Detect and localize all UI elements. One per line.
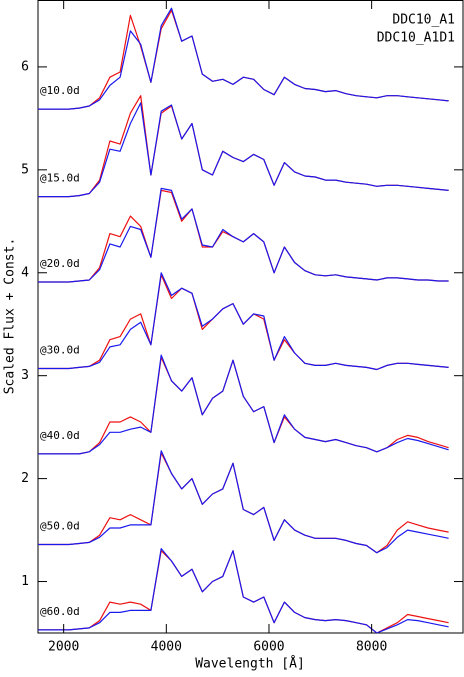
x-axis-label: Wavelength [Å] <box>195 656 305 672</box>
y-tick-label: 4 <box>21 265 29 280</box>
x-tick-label: 2000 <box>48 640 79 655</box>
y-tick-label: 3 <box>21 368 29 383</box>
epoch-label: @15.0d <box>40 172 80 185</box>
x-tick-label: 6000 <box>253 640 284 655</box>
y-tick-label: 2 <box>21 471 29 486</box>
x-tick-label: 8000 <box>356 640 387 655</box>
x-tick-label: 4000 <box>151 640 182 655</box>
plot-frame <box>37 0 464 634</box>
epoch-label: @20.0d <box>40 257 80 270</box>
plot-area <box>38 7 449 633</box>
spectrum-line <box>38 7 449 110</box>
spectrum-line <box>38 354 449 455</box>
legend-entry: DDC10_A1 <box>392 13 455 28</box>
y-tick-label: 1 <box>21 574 29 589</box>
epoch-label: @10.0d <box>40 84 80 97</box>
epoch-label: @60.0d <box>40 605 80 618</box>
spectrum-line <box>38 550 449 633</box>
spectrum-line <box>38 9 449 110</box>
epoch-label: @30.0d <box>40 343 80 356</box>
legend-entry: DDC10_A1D1 <box>377 31 455 46</box>
spectrum-line <box>38 272 449 371</box>
y-tick-label: 6 <box>21 59 29 74</box>
spectrum-line <box>38 450 449 554</box>
y-tick-label: 5 <box>21 162 29 177</box>
spectrum-line <box>38 274 449 371</box>
y-axis-label: Scaled Flux + Const. <box>3 238 18 395</box>
spectrum-line <box>38 356 449 455</box>
epoch-label: @40.0d <box>40 429 80 442</box>
spectrum-line <box>38 187 449 283</box>
epoch-label: @50.0d <box>40 519 80 532</box>
spectrum-line <box>38 548 449 633</box>
spectrum-line <box>38 102 449 198</box>
